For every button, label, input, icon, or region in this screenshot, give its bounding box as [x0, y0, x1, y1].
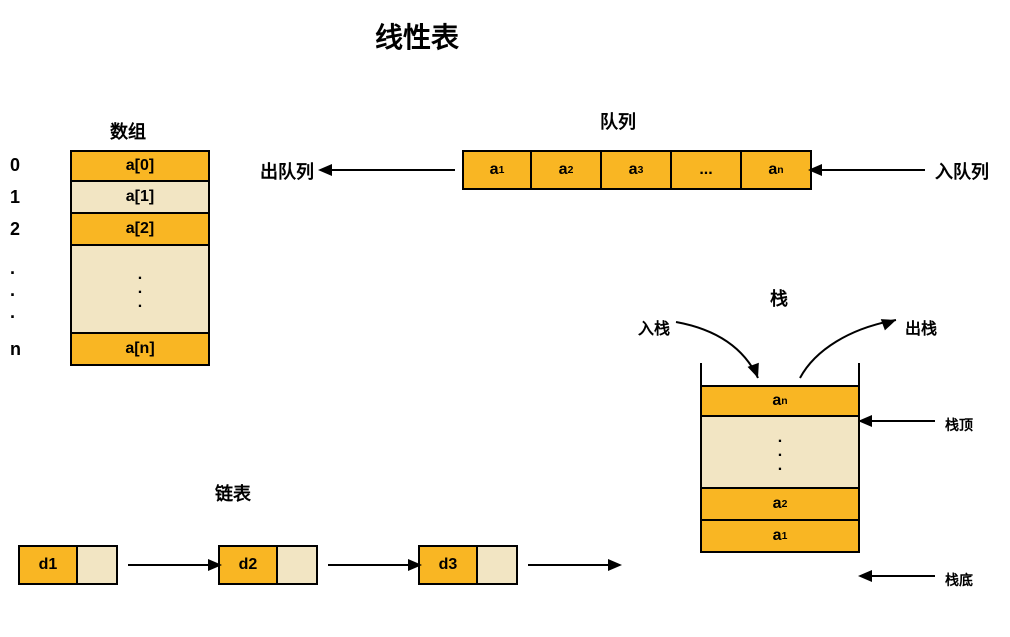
stack-cell: an [700, 385, 860, 417]
queue-in-label: 入队列 [935, 158, 989, 184]
linkedlist-pointer-cell [78, 545, 118, 585]
linkedlist-title: 链表 [215, 480, 251, 506]
stack-cell: ... [700, 417, 860, 489]
array-index: . [10, 280, 15, 301]
stack-out-label: 出栈 [905, 315, 937, 339]
stack-cell: a1 [700, 521, 860, 553]
array-index: 1 [10, 187, 20, 208]
stack-in-label: 入栈 [638, 315, 670, 339]
array-cell: a[1] [70, 182, 210, 214]
linkedlist-data-cell: d2 [218, 545, 278, 585]
array-cell: a[n] [70, 334, 210, 366]
queue-title: 队列 [600, 108, 636, 134]
array-cell: ... [70, 246, 210, 334]
linkedlist-data-cell: d3 [418, 545, 478, 585]
linkedlist-pointer-cell [278, 545, 318, 585]
linkedlist-data-cell: d1 [18, 545, 78, 585]
queue-cell: a1 [462, 150, 532, 190]
queue-cell: a3 [602, 150, 672, 190]
queue-cell: ... [672, 150, 742, 190]
queue-out-label: 出队列 [260, 158, 314, 184]
main-title: 线性表 [375, 16, 459, 56]
array-title: 数组 [110, 118, 146, 144]
array-index: n [10, 339, 21, 360]
queue-cell: a2 [532, 150, 602, 190]
stack-title: 栈 [770, 285, 788, 311]
stack-bottom-label: 栈底 [945, 570, 973, 590]
queue-cell: an [742, 150, 812, 190]
array-index: 2 [10, 219, 20, 240]
array-index: 0 [10, 155, 20, 176]
array-index: . [10, 258, 15, 279]
array-cell: a[2] [70, 214, 210, 246]
array-cell: a[0] [70, 150, 210, 182]
stack-cell: a2 [700, 489, 860, 521]
array-index: . [10, 302, 15, 323]
stack-open-edge [700, 363, 702, 385]
stack-open-edge [858, 363, 860, 385]
stack-top-label: 栈顶 [945, 415, 973, 435]
linkedlist-pointer-cell [478, 545, 518, 585]
